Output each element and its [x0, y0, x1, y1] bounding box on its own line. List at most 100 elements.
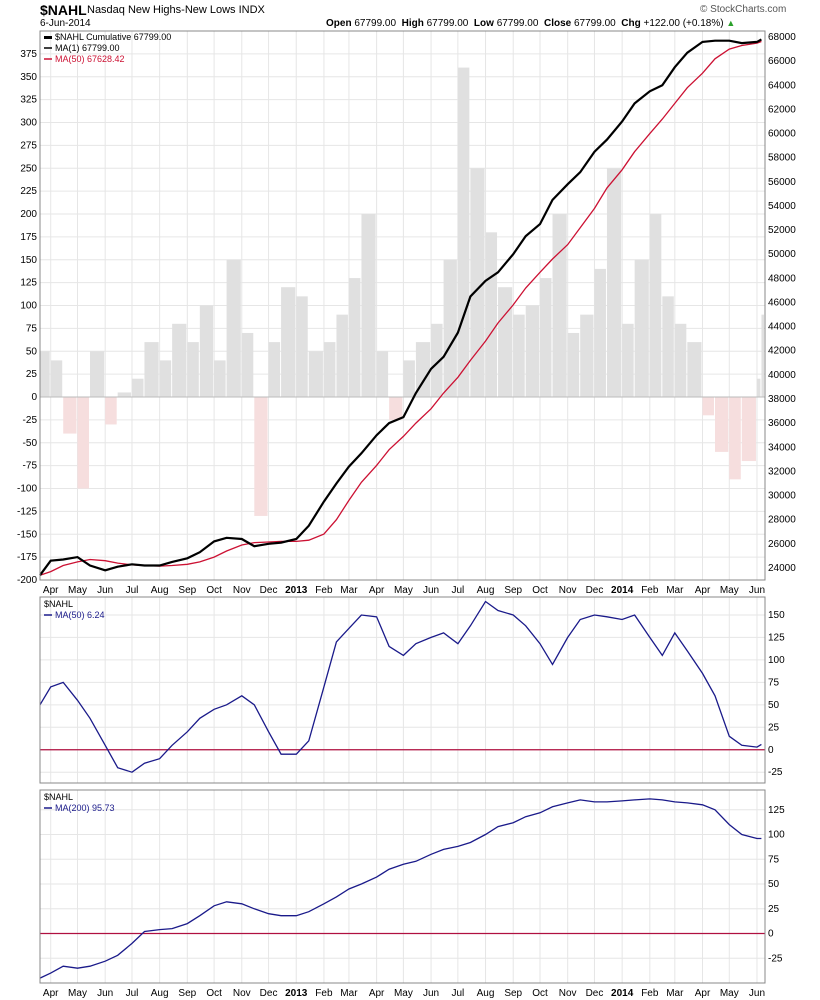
x-axis-label-main: Jul [451, 585, 464, 596]
histogram-bar [323, 342, 336, 397]
date-label: 6-Jun-2014 [40, 18, 91, 29]
x-axis-label-main: Jun [423, 585, 439, 596]
main-panel: -200 -175 -150 -125 -100 -75 -50 -25 0 25 50 75 100 1… [17, 30, 796, 586]
x-axis-label-main: May [720, 585, 739, 596]
x-axis-label-main: Feb [641, 585, 659, 596]
histogram-bar [485, 232, 498, 397]
main-left-tick-label: -25 [23, 415, 38, 426]
main-left-tick-label: -125 [17, 506, 37, 517]
histogram-bar [606, 168, 622, 397]
histogram-bar [214, 360, 226, 397]
histogram-bar [540, 278, 552, 397]
x-axis-label-main: Sep [178, 585, 196, 596]
open-value: 67799.00 [354, 18, 397, 29]
close-label: Close [543, 18, 572, 29]
main-right-tick-label: 30000 [768, 491, 796, 502]
main-left-tick-label: -175 [17, 552, 37, 563]
ma200-legend-title: $NAHL [44, 792, 73, 802]
x-axis-label-bottom: Jun [749, 988, 765, 999]
histogram-bar [552, 214, 567, 397]
histogram-bar [567, 332, 580, 397]
x-axis-label-bottom: Apr [43, 988, 59, 999]
histogram-bar [580, 314, 594, 397]
x-axis-label-main: Dec [586, 585, 604, 596]
main-left-tick-label: -50 [23, 438, 38, 449]
ma200-tick-label: 25 [768, 904, 780, 915]
main-right-tick-label: 68000 [768, 32, 796, 43]
open-label: Open [326, 18, 352, 29]
main-left-tick-label: 200 [20, 209, 37, 220]
ma50-panel-border [39, 596, 766, 784]
x-axis-label-main: Nov [559, 585, 577, 596]
ma50-tick-label: 75 [768, 677, 780, 688]
histogram-bar [525, 305, 539, 397]
x-axis-label-main: Apr [369, 585, 385, 596]
x-axis-label-bottom: 2013 [285, 988, 308, 999]
main-right-tick-label: 34000 [768, 442, 796, 453]
histogram-bar [715, 397, 729, 452]
histogram-bar [199, 305, 214, 397]
main-left-tick-label: 150 [20, 255, 37, 266]
x-axis-label-bottom: Sep [178, 988, 196, 999]
histogram-bar [131, 378, 144, 397]
x-axis-label-bottom: 2014 [611, 988, 634, 999]
histogram-bar [649, 214, 662, 397]
main-left-tick-label: -75 [23, 461, 38, 472]
brand-label: © StockCharts.com [700, 4, 787, 15]
main-left-tick-label: -200 [17, 575, 37, 586]
ma50-tick-label: 50 [768, 700, 780, 711]
main-left-tick-label: 0 [31, 392, 37, 403]
cumulative-line [39, 38, 762, 576]
x-axis-label-bottom: Sep [504, 988, 522, 999]
x-axis-label-main: 2013 [285, 585, 308, 596]
chg-value: +122.00 (+0.18%) [643, 18, 724, 29]
histogram-bar [254, 397, 268, 516]
histogram-bar [241, 332, 254, 397]
main-left-tick-label: 375 [20, 49, 37, 60]
x-axis-label-bottom: Feb [315, 988, 333, 999]
x-axis-label-bottom: Apr [369, 988, 385, 999]
high-value: 67799.00 [426, 18, 469, 29]
x-axis-label-main: Aug [477, 585, 495, 596]
legend-swatch [44, 36, 52, 39]
x-axis-label-bottom: Nov [233, 988, 251, 999]
main-left-tick-label: 50 [26, 346, 38, 357]
legend-entry: MA(50) 67628.42 [55, 54, 125, 64]
main-right-tick-label: 52000 [768, 225, 796, 236]
low-value: 67799.00 [496, 18, 539, 29]
histogram-bar [457, 67, 470, 397]
histogram-bar [741, 397, 756, 462]
high-label: High [401, 18, 424, 29]
x-axis-label-bottom: Jun [97, 988, 113, 999]
ma200-panel-border [39, 789, 766, 984]
main-right-tick-label: 50000 [768, 249, 796, 260]
histogram-bar [403, 360, 415, 397]
histogram-bar [105, 397, 117, 425]
x-axis-label-bottom: Dec [260, 988, 278, 999]
main-right-tick-label: 28000 [768, 515, 796, 526]
ma50-tick-label: 150 [768, 610, 785, 621]
index-name-label: Nasdaq New Highs-New Lows INDX [87, 4, 265, 16]
main-right-tick-label: 42000 [768, 346, 796, 357]
histogram-bar [226, 259, 241, 397]
main-left-tick-label: 125 [20, 278, 37, 289]
ma50-tick-label: 25 [768, 722, 780, 733]
histogram-bar [662, 296, 674, 397]
x-axis-label-bottom: May [720, 988, 739, 999]
main-left-tick-label: 350 [20, 72, 37, 83]
ma200-tick-label: 0 [768, 929, 774, 940]
main-right-tick-label: 36000 [768, 418, 796, 429]
histogram-bar [159, 360, 172, 397]
main-right-tick-label: 46000 [768, 297, 796, 308]
histogram-bar [498, 287, 513, 397]
ma50-ma-line [39, 600, 762, 773]
x-axis-label-main: Mar [666, 585, 684, 596]
histogram-bar [389, 397, 403, 420]
ma200-tick-label: 125 [768, 805, 785, 816]
x-axis-label-bottom: Dec [586, 988, 604, 999]
x-axis-label-main: Mar [340, 585, 358, 596]
x-axis-label-main: Oct [532, 585, 548, 596]
main-panel-border [39, 30, 766, 581]
histogram-bar [268, 342, 281, 397]
